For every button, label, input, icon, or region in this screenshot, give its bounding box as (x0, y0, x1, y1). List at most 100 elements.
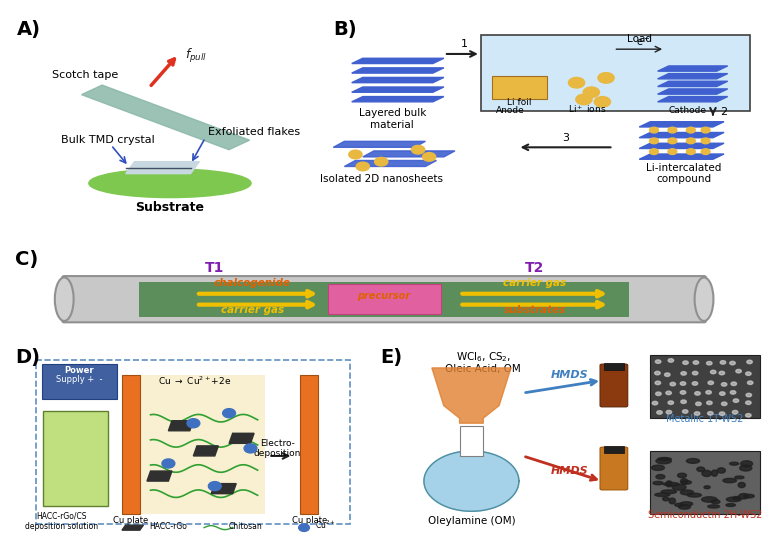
Ellipse shape (661, 490, 677, 493)
Text: Supply +  -: Supply + - (56, 375, 102, 384)
Ellipse shape (708, 505, 719, 508)
Circle shape (747, 381, 753, 385)
Circle shape (668, 401, 674, 404)
FancyBboxPatch shape (42, 364, 116, 399)
Text: Li foil: Li foil (508, 98, 532, 107)
Polygon shape (424, 451, 519, 511)
Ellipse shape (729, 462, 739, 465)
Polygon shape (122, 525, 144, 530)
Text: Cu plate: Cu plate (113, 516, 148, 524)
Polygon shape (639, 143, 724, 149)
Circle shape (708, 412, 713, 415)
Text: Cu$^{2+}$: Cu$^{2+}$ (315, 518, 335, 531)
Text: Electro-: Electro- (260, 439, 295, 448)
FancyBboxPatch shape (604, 446, 624, 454)
Text: substrates: substrates (504, 305, 566, 315)
FancyBboxPatch shape (62, 276, 706, 322)
Ellipse shape (726, 504, 736, 506)
Circle shape (223, 409, 235, 418)
Text: 3: 3 (562, 133, 569, 143)
Circle shape (687, 138, 695, 144)
Ellipse shape (711, 500, 720, 504)
FancyBboxPatch shape (600, 447, 628, 490)
Ellipse shape (712, 470, 718, 476)
FancyBboxPatch shape (327, 284, 441, 314)
Circle shape (681, 382, 686, 385)
Circle shape (375, 157, 388, 166)
Circle shape (702, 138, 710, 144)
Circle shape (656, 392, 661, 395)
Circle shape (711, 370, 716, 374)
Bar (300, 375, 318, 514)
Circle shape (706, 361, 712, 365)
Circle shape (668, 149, 677, 154)
Circle shape (681, 372, 687, 375)
Circle shape (655, 381, 660, 385)
Ellipse shape (733, 497, 740, 500)
Text: carrier gas: carrier gas (221, 305, 284, 315)
Text: Oleic Acid, OM: Oleic Acid, OM (445, 363, 521, 374)
Circle shape (668, 138, 677, 144)
FancyBboxPatch shape (43, 411, 108, 506)
Text: Metallic 1T-WS2: Metallic 1T-WS2 (667, 414, 743, 424)
Text: carrier gas: carrier gas (503, 277, 566, 288)
Polygon shape (193, 446, 218, 456)
Text: A): A) (16, 21, 40, 40)
Polygon shape (639, 122, 724, 127)
Circle shape (706, 391, 712, 394)
Circle shape (348, 150, 362, 159)
Text: Li-intercalated: Li-intercalated (646, 163, 721, 173)
Circle shape (244, 444, 257, 453)
Ellipse shape (653, 481, 663, 485)
Circle shape (695, 392, 700, 395)
Circle shape (576, 94, 592, 104)
Ellipse shape (677, 473, 687, 478)
Polygon shape (211, 484, 236, 494)
Polygon shape (168, 421, 193, 431)
Text: Load: Load (627, 34, 652, 44)
Text: HMDS: HMDS (551, 466, 588, 475)
Polygon shape (345, 160, 436, 166)
Circle shape (656, 411, 662, 414)
Circle shape (666, 391, 671, 394)
Text: Isolated 2D nanosheets: Isolated 2D nanosheets (320, 174, 443, 184)
Text: 1: 1 (460, 39, 467, 49)
Ellipse shape (88, 169, 251, 197)
Text: Oleylamine (OM): Oleylamine (OM) (428, 516, 515, 526)
Ellipse shape (681, 490, 694, 495)
Polygon shape (363, 151, 455, 157)
Circle shape (722, 402, 727, 406)
Bar (122, 375, 140, 514)
Ellipse shape (702, 471, 712, 477)
Ellipse shape (704, 486, 710, 489)
Circle shape (746, 413, 751, 417)
Ellipse shape (739, 493, 749, 499)
Circle shape (664, 373, 670, 376)
Text: HACC-rGo: HACC-rGo (150, 522, 187, 531)
Circle shape (682, 410, 688, 413)
Circle shape (162, 459, 175, 468)
Polygon shape (658, 73, 728, 79)
Text: HACC-rGo/CS
deposition solution: HACC-rGo/CS deposition solution (25, 511, 98, 531)
Ellipse shape (55, 277, 74, 321)
Text: B): B) (334, 21, 357, 40)
Circle shape (569, 77, 584, 88)
Text: Exfoliated flakes: Exfoliated flakes (208, 127, 300, 137)
Polygon shape (229, 433, 254, 443)
Ellipse shape (702, 497, 717, 502)
Ellipse shape (658, 458, 671, 461)
Circle shape (719, 371, 725, 375)
Polygon shape (352, 97, 444, 102)
Circle shape (747, 360, 753, 364)
Text: e$^-$: e$^-$ (636, 36, 650, 47)
Circle shape (670, 382, 676, 386)
Text: WCl$_6$, CS$_2$,: WCl$_6$, CS$_2$, (456, 350, 511, 364)
Text: Cathode: Cathode (668, 106, 706, 115)
Ellipse shape (738, 483, 745, 487)
Text: D): D) (15, 348, 40, 367)
Ellipse shape (741, 461, 753, 467)
Circle shape (681, 400, 686, 404)
Text: C): C) (16, 250, 39, 269)
Bar (459, 426, 483, 456)
Text: T1: T1 (205, 261, 224, 275)
